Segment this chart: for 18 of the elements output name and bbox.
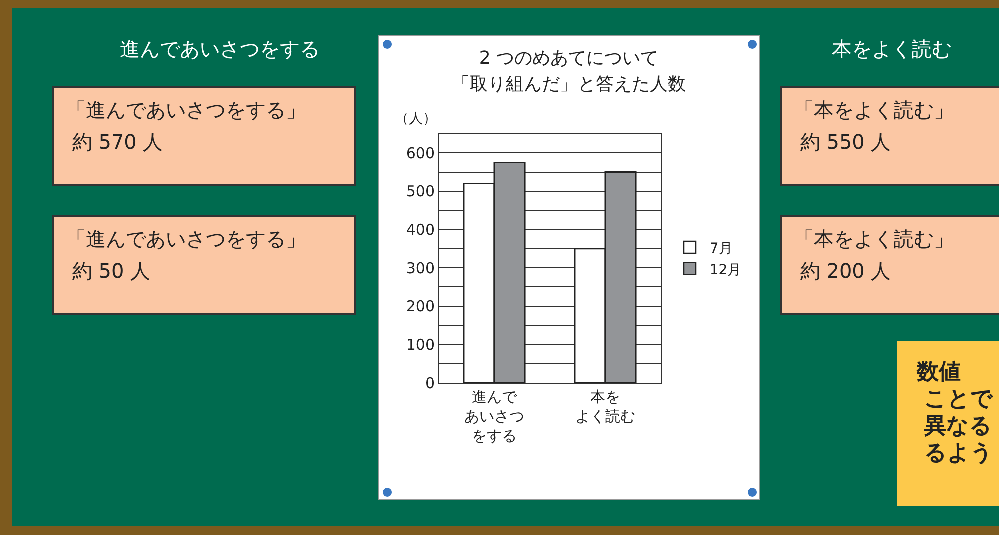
- text: 数値ことで異なるるよう: [897, 341, 999, 506]
- y-tick-label: 0: [425, 374, 435, 392]
- text: 「進んであいさつをする」約 50 人: [52, 215, 356, 315]
- text: 進んであいさつをする: [119, 36, 321, 63]
- y-tick-label: 100: [406, 336, 435, 354]
- y-tick-label: 300: [406, 259, 435, 278]
- chart-title: 2 つのめあてについて「取り組んだ」と答えた人数: [451, 47, 687, 97]
- legend-label: 12月: [710, 262, 742, 278]
- y-tick-label: 500: [406, 182, 435, 201]
- text: 「本をよく読む」約 550 人: [780, 86, 999, 186]
- text: 「本をよく読む」約 200 人: [780, 215, 999, 315]
- text: 「進んであいさつをする」約 570 人: [52, 86, 356, 186]
- legend-label: 7月: [710, 241, 733, 258]
- text: 本をよく読む: [831, 36, 953, 63]
- y-tick-label: 600: [406, 144, 435, 162]
- y-axis-title: （人）: [395, 111, 437, 127]
- y-tick-label: 200: [406, 298, 435, 316]
- y-tick-label: 400: [406, 221, 435, 240]
